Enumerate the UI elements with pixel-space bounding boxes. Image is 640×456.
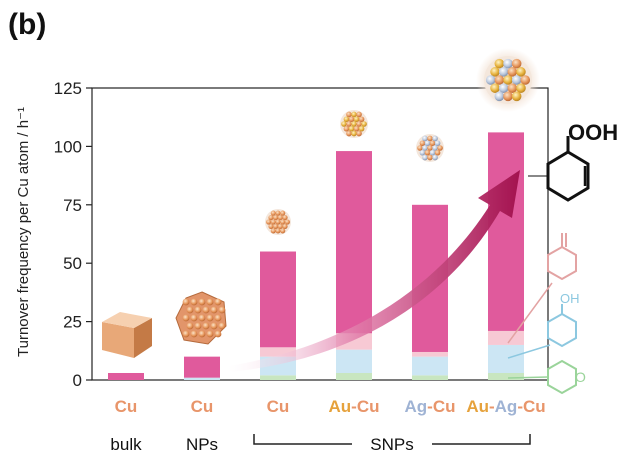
bar-segment xyxy=(336,372,372,380)
group-bracket-right xyxy=(432,434,531,445)
epoxide-structure-icon: O xyxy=(547,359,586,395)
x-category-label: Au-Cu xyxy=(328,397,379,416)
group-label: bulk xyxy=(110,435,142,454)
bar-segment xyxy=(108,372,144,380)
hydroperoxide-label: OOH xyxy=(568,120,618,145)
trend-arrow xyxy=(228,170,520,372)
callout-line xyxy=(507,344,551,359)
x-category-label: Cu xyxy=(191,397,214,416)
x-category-label: Ag-Cu xyxy=(404,397,455,416)
category-part: Cu xyxy=(191,397,214,416)
group-label: SNPs xyxy=(370,435,413,454)
x-category-label: Au-Ag-Cu xyxy=(466,397,545,416)
y-tick-label: 50 xyxy=(63,254,82,273)
y-tick-label: 0 xyxy=(73,371,82,390)
nanoparticle-icon xyxy=(175,291,227,345)
bar-segment xyxy=(488,330,524,345)
category-part: - xyxy=(489,397,495,416)
bar-segment xyxy=(336,349,372,373)
svg-text:OH: OH xyxy=(560,291,580,306)
au-ag-cu-snp-icon xyxy=(484,56,532,104)
y-tick-label: 75 xyxy=(63,196,82,215)
cu-snp-icon xyxy=(265,209,291,235)
category-part: Cu xyxy=(115,397,138,416)
callout-line xyxy=(507,282,553,344)
bar-segment xyxy=(260,375,296,380)
bar-segment xyxy=(184,377,220,380)
category-part: Ag xyxy=(404,397,427,416)
category-part: - xyxy=(427,397,433,416)
bar-segment xyxy=(184,356,220,378)
bar-segment xyxy=(488,132,524,331)
svg-text:O: O xyxy=(575,369,586,385)
panel-label: (b) xyxy=(8,8,46,41)
x-category-label: Cu xyxy=(267,397,290,416)
category-part: - xyxy=(351,397,357,416)
category-part: Cu xyxy=(267,397,290,416)
category-part: Au xyxy=(466,397,489,416)
y-tick-label: 125 xyxy=(54,79,82,98)
bar-segment xyxy=(412,356,448,376)
y-axis-label: Turnover frequency per Cu atom / h⁻¹ xyxy=(15,107,32,357)
bar-segment xyxy=(488,344,524,373)
bar-segment xyxy=(412,351,448,357)
decorations xyxy=(102,48,553,379)
bar-segment xyxy=(260,347,296,357)
hydroperoxide-structure-icon: OOH xyxy=(546,120,618,202)
category-part: Cu xyxy=(523,397,546,416)
category-part: Cu xyxy=(357,397,380,416)
bar-segment xyxy=(488,372,524,380)
group-label: NPs xyxy=(186,435,218,454)
enol-structure-icon: OH xyxy=(547,291,580,348)
x-category-label: Cu xyxy=(115,397,138,416)
y-axis: 0 25 50 75 100 125 xyxy=(54,79,92,390)
group-bracket-left xyxy=(253,434,352,445)
category-part: - xyxy=(517,397,523,416)
callout-line xyxy=(507,376,549,379)
category-part: Ag xyxy=(495,397,518,416)
bar-segment xyxy=(336,151,372,334)
bars xyxy=(108,132,524,380)
y-tick-label: 25 xyxy=(63,313,82,332)
category-part: Cu xyxy=(433,397,456,416)
ag-cu-snp-icon xyxy=(416,134,444,162)
au-cu-snp-icon xyxy=(340,110,368,138)
y-tick-label: 100 xyxy=(54,137,82,156)
category-part: Au xyxy=(328,397,351,416)
bar-segment xyxy=(260,251,296,348)
bar-segment xyxy=(412,375,448,380)
bulk-cube-icon xyxy=(102,312,152,358)
enone-structure-icon xyxy=(547,233,577,281)
product-structures: OOH OH O xyxy=(546,120,618,395)
